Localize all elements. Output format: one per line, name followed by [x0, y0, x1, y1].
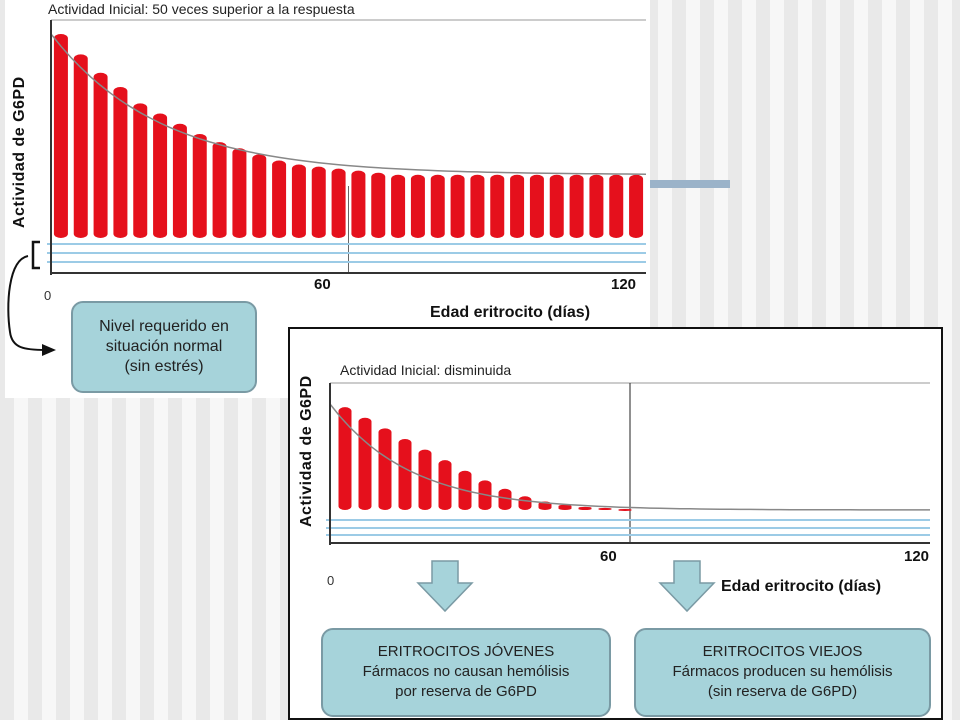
bar	[549, 174, 564, 238]
top-chart-title: Actividad Inicial: 50 veces superior a l…	[48, 1, 355, 17]
decay-envelope-curve	[329, 403, 930, 511]
bar	[529, 174, 544, 238]
bar	[371, 172, 386, 238]
bar	[153, 113, 168, 238]
bar	[272, 160, 287, 238]
bar	[558, 504, 572, 510]
bar	[629, 174, 644, 238]
bar	[391, 174, 406, 238]
bar	[133, 103, 148, 238]
decay-envelope-curve	[50, 33, 647, 175]
bar	[358, 417, 372, 510]
young-down-arrow-icon	[416, 560, 474, 613]
bar	[212, 142, 227, 238]
bar	[311, 166, 326, 238]
bar	[430, 174, 445, 238]
young-box-line-3: por reserva de G6PD	[395, 683, 537, 700]
young-box-line-2: Fármacos no causan hemólisis	[362, 663, 570, 680]
bottom-chart-plot	[326, 382, 930, 545]
bar	[232, 148, 247, 238]
bar	[73, 54, 88, 239]
bar	[418, 449, 432, 510]
top-chart-panel: Actividad Inicial: 50 veces superior a l…	[5, 0, 650, 398]
bar	[609, 174, 624, 238]
bar	[192, 133, 207, 238]
bar	[490, 174, 505, 238]
down-arrows	[416, 560, 716, 613]
bar	[331, 168, 346, 238]
bottom-chart-panel: Actividad Inicial: disminuida Actividad …	[288, 327, 943, 720]
bar	[378, 428, 392, 510]
normal-level-bracket-arrow	[7, 240, 56, 356]
normal-level-line-2: situación normal	[105, 338, 223, 355]
bottom-chart-x-tick-60: 60	[600, 548, 617, 565]
bar	[450, 174, 465, 238]
bar	[618, 508, 632, 511]
bar	[518, 496, 532, 510]
bottom-chart-title: Actividad Inicial: disminuida	[340, 362, 512, 378]
top-chart-x-axis-label: Edad eritrocito (días)	[430, 304, 591, 321]
normal-level-box: Nivel requerido en situación normal (sin…	[71, 301, 257, 393]
normal-level-line-1: Nivel requerido en	[99, 318, 229, 335]
old-box-line-2: Fármacos producen su hemólisis	[672, 663, 893, 680]
old-box-line-3: (sin reserva de G6PD)	[707, 683, 858, 700]
old-box-line-1: ERITROCITOS VIEJOS	[702, 643, 863, 660]
bar	[338, 407, 352, 510]
bar	[93, 72, 108, 238]
bottom-chart-x-tick-0: 0	[327, 573, 335, 588]
top-chart-x-tick-120: 120	[611, 276, 637, 293]
bar	[398, 438, 412, 510]
bracket-arrow-head	[42, 344, 56, 356]
bottom-chart-x-tick-120: 120	[904, 548, 930, 565]
bracket-arrow-curve	[7, 255, 47, 351]
old-erythrocytes-box: ERITROCITOS VIEJOS Fármacos producen su …	[634, 628, 931, 717]
bar	[569, 174, 584, 238]
top-chart-x-tick-60: 60	[314, 276, 331, 293]
bar	[252, 154, 267, 238]
bar	[510, 174, 525, 238]
bar	[53, 34, 68, 238]
bar	[589, 174, 604, 238]
bar	[498, 488, 512, 510]
old-down-arrow-icon	[658, 560, 716, 613]
bar	[351, 170, 366, 238]
top-chart-plot	[47, 19, 647, 275]
bar	[172, 123, 187, 238]
young-erythrocytes-box: ERITROCITOS JÓVENES Fármacos no causan h…	[321, 628, 611, 717]
bar	[470, 174, 485, 238]
bar	[113, 87, 128, 238]
slide-accent-bar	[650, 180, 730, 188]
bar	[578, 506, 592, 510]
young-box-line-1: ERITROCITOS JÓVENES	[377, 643, 555, 660]
bar	[410, 174, 425, 238]
bar	[598, 507, 612, 510]
normal-level-line-3: (sin estrés)	[124, 358, 204, 375]
normal-level-bracket	[31, 240, 40, 270]
bottom-chart-x-axis-label: Edad eritrocito (días)	[721, 578, 882, 595]
bar	[291, 164, 306, 238]
top-chart-x-tick-0: 0	[44, 288, 52, 303]
